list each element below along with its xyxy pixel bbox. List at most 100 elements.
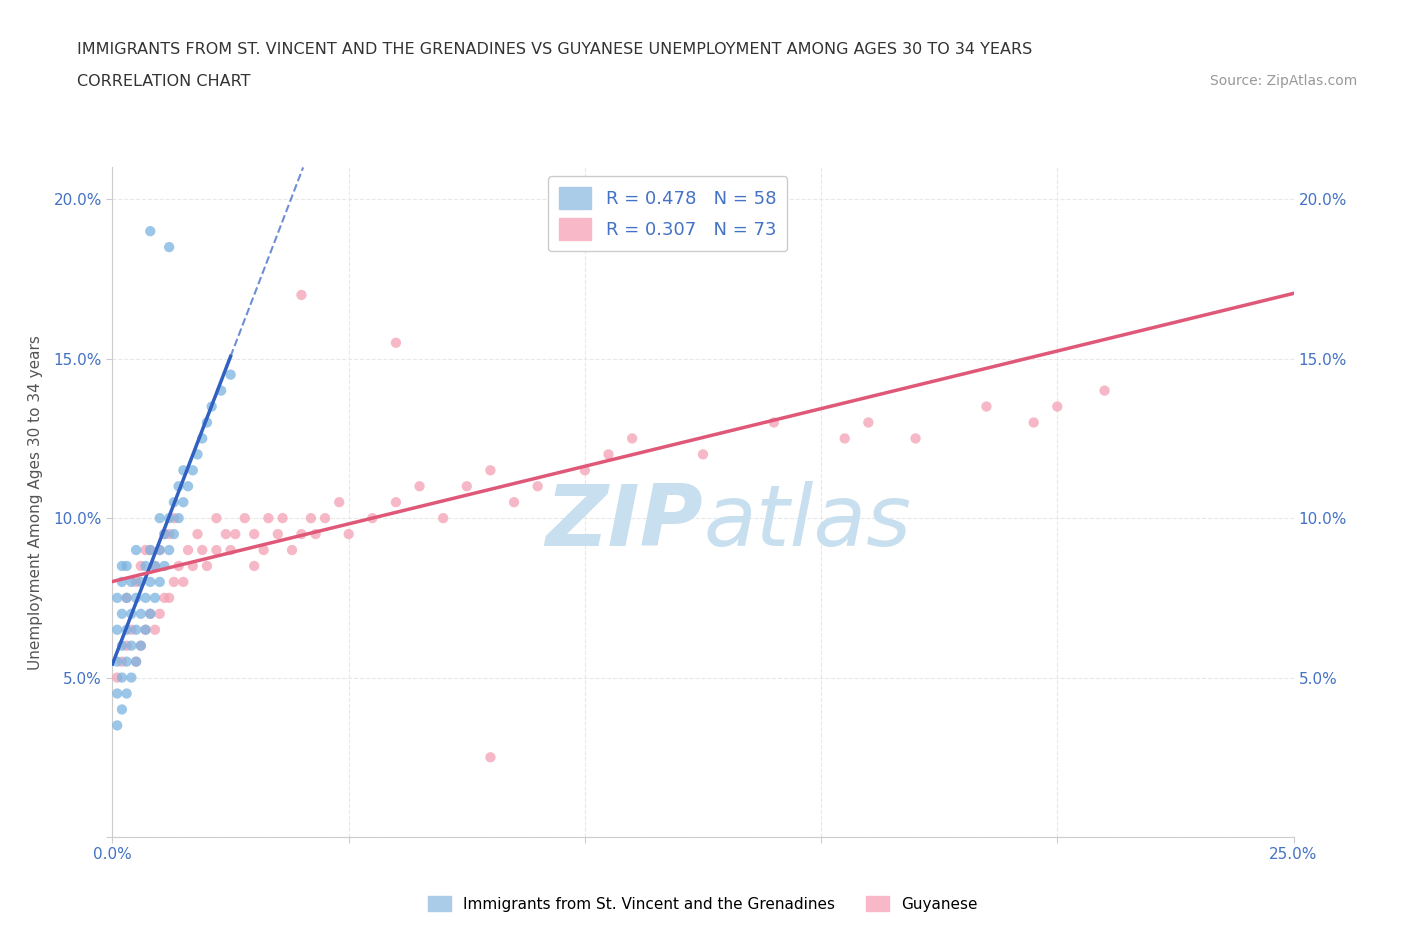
Point <box>139 224 162 239</box>
Point <box>385 495 408 510</box>
Point <box>163 511 186 525</box>
Point <box>153 591 176 605</box>
Point <box>139 606 162 621</box>
Point <box>858 415 880 430</box>
Point <box>125 591 148 605</box>
Point <box>432 511 454 525</box>
Point <box>139 542 162 557</box>
Point <box>129 606 152 621</box>
Point <box>1046 399 1069 414</box>
Point <box>181 559 204 574</box>
Point <box>257 511 280 525</box>
Point <box>153 559 176 574</box>
Point <box>526 479 548 494</box>
Point <box>120 575 142 590</box>
Legend: Immigrants from St. Vincent and the Grenadines, Guyanese: Immigrants from St. Vincent and the Gren… <box>422 889 984 918</box>
Text: atlas: atlas <box>703 481 911 564</box>
Point <box>172 463 194 478</box>
Point <box>692 447 714 462</box>
Point <box>153 526 176 541</box>
Point <box>111 671 134 685</box>
Point <box>224 526 246 541</box>
Point <box>172 575 194 590</box>
Point <box>271 511 294 525</box>
Point <box>976 399 998 414</box>
Point <box>139 542 162 557</box>
Point <box>120 622 142 637</box>
Point <box>120 671 142 685</box>
Point <box>111 559 134 574</box>
Point <box>115 591 138 605</box>
Point <box>328 495 350 510</box>
Point <box>157 240 180 255</box>
Point <box>115 638 138 653</box>
Point <box>191 542 214 557</box>
Point <box>195 415 218 430</box>
Point <box>167 479 190 494</box>
Point <box>111 702 134 717</box>
Point <box>135 542 157 557</box>
Point <box>290 287 312 302</box>
Point <box>157 511 180 525</box>
Legend: R = 0.478   N = 58, R = 0.307   N = 73: R = 0.478 N = 58, R = 0.307 N = 73 <box>548 177 787 251</box>
Point <box>361 511 384 525</box>
Point <box>243 526 266 541</box>
Point <box>503 495 526 510</box>
Point <box>598 447 620 462</box>
Point <box>904 431 927 445</box>
Point <box>281 542 304 557</box>
Text: CORRELATION CHART: CORRELATION CHART <box>77 74 250 89</box>
Point <box>479 750 502 764</box>
Point <box>167 559 190 574</box>
Point <box>385 336 408 351</box>
Point <box>621 431 644 445</box>
Point <box>219 542 242 557</box>
Point <box>129 638 152 653</box>
Point <box>834 431 856 445</box>
Point <box>143 559 166 574</box>
Point <box>1022 415 1045 430</box>
Point <box>115 654 138 669</box>
Point <box>139 606 162 621</box>
Point <box>157 591 180 605</box>
Point <box>163 495 186 510</box>
Point <box>186 526 208 541</box>
Point <box>153 526 176 541</box>
Point <box>120 606 142 621</box>
Point <box>181 463 204 478</box>
Point <box>135 622 157 637</box>
Point <box>233 511 256 525</box>
Point <box>125 575 148 590</box>
Point <box>157 542 180 557</box>
Point <box>177 542 200 557</box>
Text: IMMIGRANTS FROM ST. VINCENT AND THE GRENADINES VS GUYANESE UNEMPLOYMENT AMONG AG: IMMIGRANTS FROM ST. VINCENT AND THE GREN… <box>77 42 1032 57</box>
Point <box>157 526 180 541</box>
Point <box>143 559 166 574</box>
Point <box>139 575 162 590</box>
Text: Source: ZipAtlas.com: Source: ZipAtlas.com <box>1209 74 1357 88</box>
Point <box>149 542 172 557</box>
Point <box>115 622 138 637</box>
Point <box>253 542 276 557</box>
Point <box>205 542 228 557</box>
Point <box>105 686 128 701</box>
Point <box>408 479 430 494</box>
Text: ZIP: ZIP <box>546 481 703 564</box>
Point <box>129 559 152 574</box>
Point <box>243 559 266 574</box>
Point <box>149 606 172 621</box>
Point <box>167 511 190 525</box>
Point <box>143 591 166 605</box>
Point <box>125 622 148 637</box>
Point <box>574 463 596 478</box>
Point <box>129 575 152 590</box>
Point <box>456 479 478 494</box>
Point <box>172 495 194 510</box>
Point <box>299 511 322 525</box>
Point <box>201 399 224 414</box>
Point <box>209 383 232 398</box>
Point <box>105 654 128 669</box>
Point <box>111 575 134 590</box>
Point <box>163 526 186 541</box>
Point <box>105 622 128 637</box>
